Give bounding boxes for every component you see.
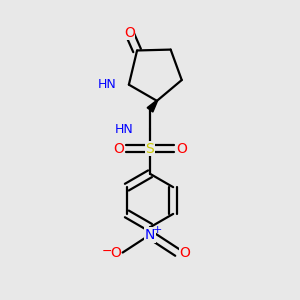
Text: S: S — [146, 142, 154, 155]
Text: O: O — [124, 26, 135, 40]
Text: N: N — [145, 228, 155, 242]
Text: −: − — [102, 244, 112, 258]
Text: O: O — [179, 245, 190, 260]
Polygon shape — [147, 100, 158, 112]
Text: +: + — [153, 225, 162, 235]
Text: O: O — [113, 142, 124, 155]
Text: O: O — [176, 142, 187, 155]
Text: HN: HN — [115, 123, 134, 136]
Text: O: O — [110, 245, 121, 260]
Text: HN: HN — [98, 78, 117, 91]
